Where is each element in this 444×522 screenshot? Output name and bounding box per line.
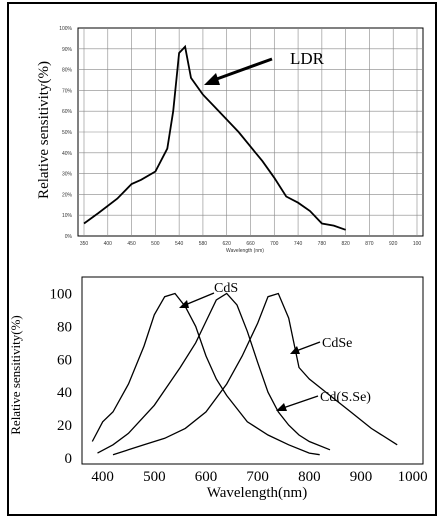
ldr-x-tick-label: 660	[246, 241, 255, 247]
ldr-x-ticks: 350 400 450 500 540 580 620 660 700 740 780 820 870 9…	[80, 241, 422, 247]
ldr-series-line	[83, 44, 346, 231]
ldr-x-tick-label: 540	[175, 241, 184, 247]
ldr-x-tick-label: 450	[127, 241, 136, 247]
ldr-x-tick-label: 580	[199, 241, 208, 247]
ldr-y-axis-title: Relative sensitivity(%)	[36, 61, 52, 199]
ldr-x-tick-label: 350	[80, 241, 89, 247]
series-line-cdse	[112, 292, 398, 456]
ldr-x-axis-title: Wavelength (nm)	[226, 248, 264, 254]
ldr-x-tick-label: 820	[341, 241, 350, 247]
ldr-grid	[78, 28, 423, 236]
cdse-arrow-head	[290, 346, 300, 354]
ldr-y-tick-label: 80%	[62, 68, 73, 74]
material-y-axis-title: Relative sensitivity(%)	[8, 315, 23, 435]
material-plot-area	[81, 276, 424, 465]
material-y-ticks: 0 20 40 60 80 100	[50, 286, 73, 467]
ldr-y-tick-label: 90%	[62, 47, 73, 53]
cdsse-arrow-head	[276, 403, 287, 411]
ldr-y-tick-label: 10%	[62, 213, 73, 219]
ldr-x-tick-label: 400	[104, 241, 113, 247]
ldr-x-tick-label: 700	[270, 241, 279, 247]
cdse-annotation-label: CdSe	[322, 336, 352, 351]
ldr-y-tick-label: 50%	[62, 130, 73, 136]
material-x-tick-label: 800	[298, 469, 321, 485]
material-x-tick-label: 600	[195, 469, 218, 485]
material-x-tick-label: 500	[143, 469, 166, 485]
ldr-annotation-arrow	[204, 57, 273, 85]
ldr-x-tick-label: 100	[413, 241, 422, 247]
material-x-tick-label: 400	[91, 469, 114, 485]
material-y-tick-label: 40	[57, 385, 72, 401]
figure-frame	[7, 2, 437, 516]
ldr-y-tick-label: 40%	[62, 151, 73, 157]
ldr-x-tick-label: 500	[151, 241, 160, 247]
material-series-lines	[91, 292, 398, 456]
material-x-tick-label: 1000	[398, 469, 428, 485]
material-x-tick-label: 700	[246, 469, 269, 485]
cds-annotation-label: CdS	[214, 281, 238, 296]
material-x-axis-title: Wavelength(nm)	[207, 485, 307, 501]
material-y-tick-label: 20	[57, 418, 72, 434]
material-x-tick-label: 900	[350, 469, 373, 485]
ldr-y-tick-label: 100%	[59, 26, 72, 32]
ldr-x-tick-label: 780	[318, 241, 327, 247]
cdsse-annotation-arrow	[282, 395, 319, 409]
ldr-x-tick-label: 920	[389, 241, 398, 247]
ldr-x-tick-label: 620	[223, 241, 232, 247]
ldr-y-tick-label: 70%	[62, 88, 73, 94]
ldr-x-tick-label: 870	[365, 241, 374, 247]
ldr-y-tick-label: 30%	[62, 172, 73, 178]
series-line-cd-s-se-	[97, 292, 331, 454]
material-y-tick-label: 0	[65, 451, 73, 467]
cdsse-annotation-label: Cd(S.Se)	[320, 390, 371, 405]
ldr-chart: 0% 10% 20% 30% 40% 50% 60% 70% 80% 90% 100% 350 400…	[36, 26, 424, 254]
material-sensitivity-chart: 0 20 40 60 80 100 400 500 600 700 800 900 1000 Rela…	[8, 276, 428, 501]
material-y-tick-label: 80	[57, 319, 72, 335]
material-y-tick-label: 100	[50, 286, 73, 302]
series-line-cds	[91, 292, 320, 456]
material-x-ticks: 400 500 600 700 800 900 1000	[91, 469, 427, 485]
ldr-y-tick-label: 0%	[65, 234, 73, 240]
cds-annotation-arrow	[184, 292, 215, 306]
ldr-y-tick-label: 20%	[62, 192, 73, 198]
ldr-x-tick-label: 740	[294, 241, 303, 247]
cdse-annotation-arrow	[295, 341, 321, 352]
ldr-annotation-label: LDR	[290, 49, 325, 68]
cds-arrow-head	[179, 300, 189, 308]
ldr-y-tick-label: 60%	[62, 109, 73, 115]
ldr-y-ticks: 0% 10% 20% 30% 40% 50% 60% 70% 80% 90% 100%	[59, 26, 72, 240]
material-y-tick-label: 60	[57, 352, 72, 368]
